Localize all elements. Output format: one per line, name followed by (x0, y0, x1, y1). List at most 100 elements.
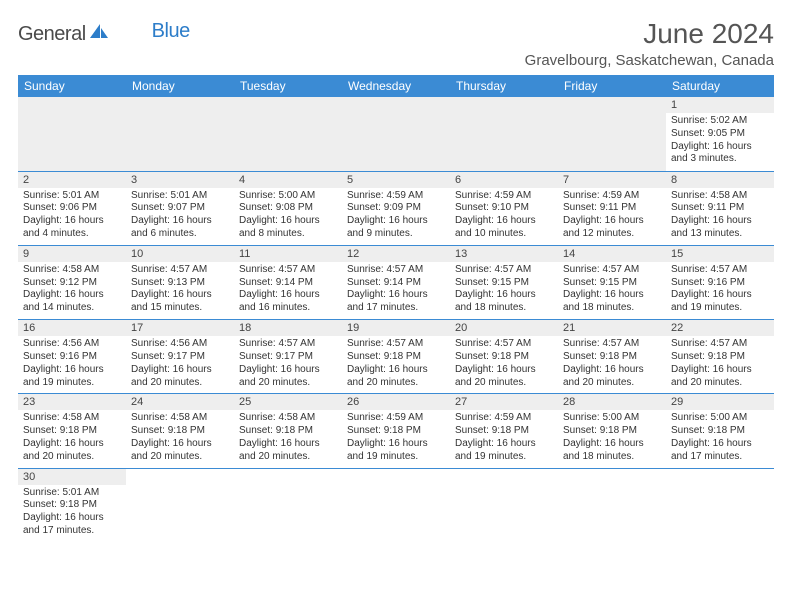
day-number: 11 (234, 246, 342, 262)
calendar-blank-cell (234, 97, 342, 171)
calendar-day-cell: 6Sunrise: 4:59 AMSunset: 9:10 PMDaylight… (450, 171, 558, 245)
calendar-week-row: 2Sunrise: 5:01 AMSunset: 9:06 PMDaylight… (18, 171, 774, 245)
calendar-week-row: 23Sunrise: 4:58 AMSunset: 9:18 PMDayligh… (18, 394, 774, 468)
calendar-day-cell: 9Sunrise: 4:58 AMSunset: 9:12 PMDaylight… (18, 245, 126, 319)
daylight-line1: Daylight: 16 hours (455, 215, 553, 228)
daylight-line2: and 19 minutes. (23, 377, 121, 390)
calendar-day-cell: 28Sunrise: 5:00 AMSunset: 9:18 PMDayligh… (558, 394, 666, 468)
sunset-text: Sunset: 9:13 PM (131, 277, 229, 290)
calendar-blank-cell (666, 468, 774, 542)
sunrise-text: Sunrise: 4:56 AM (131, 338, 229, 351)
calendar-blank-cell (342, 97, 450, 171)
daylight-line1: Daylight: 16 hours (239, 438, 337, 451)
daylight-line1: Daylight: 16 hours (563, 289, 661, 302)
daylight-line1: Daylight: 16 hours (239, 215, 337, 228)
sunset-text: Sunset: 9:18 PM (347, 425, 445, 438)
day-number: 13 (450, 246, 558, 262)
sunset-text: Sunset: 9:15 PM (563, 277, 661, 290)
day-number: 7 (558, 172, 666, 188)
day-header: Monday (126, 75, 234, 97)
sunrise-text: Sunrise: 4:58 AM (671, 190, 769, 203)
daylight-line1: Daylight: 16 hours (23, 512, 121, 525)
brand-logo: General Blue (18, 22, 190, 47)
calendar-day-cell: 24Sunrise: 4:58 AMSunset: 9:18 PMDayligh… (126, 394, 234, 468)
daylight-line1: Daylight: 16 hours (347, 215, 445, 228)
daylight-line2: and 9 minutes. (347, 228, 445, 241)
logo-text-general: General (18, 23, 86, 46)
calendar-blank-cell (342, 468, 450, 542)
sunrise-text: Sunrise: 4:57 AM (563, 264, 661, 277)
calendar-blank-cell (450, 97, 558, 171)
sunset-text: Sunset: 9:18 PM (347, 351, 445, 364)
sunset-text: Sunset: 9:05 PM (671, 128, 769, 141)
sunset-text: Sunset: 9:16 PM (23, 351, 121, 364)
sunset-text: Sunset: 9:18 PM (563, 425, 661, 438)
calendar-week-row: 9Sunrise: 4:58 AMSunset: 9:12 PMDaylight… (18, 245, 774, 319)
daylight-line2: and 17 minutes. (671, 451, 769, 464)
calendar-day-cell: 22Sunrise: 4:57 AMSunset: 9:18 PMDayligh… (666, 320, 774, 394)
calendar-day-cell: 4Sunrise: 5:00 AMSunset: 9:08 PMDaylight… (234, 171, 342, 245)
daylight-line2: and 14 minutes. (23, 302, 121, 315)
calendar-week-row: 1Sunrise: 5:02 AMSunset: 9:05 PMDaylight… (18, 97, 774, 171)
calendar-day-cell: 30Sunrise: 5:01 AMSunset: 9:18 PMDayligh… (18, 468, 126, 542)
calendar-day-cell: 3Sunrise: 5:01 AMSunset: 9:07 PMDaylight… (126, 171, 234, 245)
day-header: Tuesday (234, 75, 342, 97)
calendar-day-cell: 10Sunrise: 4:57 AMSunset: 9:13 PMDayligh… (126, 245, 234, 319)
calendar-day-cell: 18Sunrise: 4:57 AMSunset: 9:17 PMDayligh… (234, 320, 342, 394)
sunset-text: Sunset: 9:11 PM (563, 202, 661, 215)
daylight-line1: Daylight: 16 hours (671, 215, 769, 228)
daylight-line1: Daylight: 16 hours (131, 289, 229, 302)
calendar-blank-cell (126, 468, 234, 542)
calendar-day-cell: 7Sunrise: 4:59 AMSunset: 9:11 PMDaylight… (558, 171, 666, 245)
sunrise-text: Sunrise: 4:56 AM (23, 338, 121, 351)
day-header: Saturday (666, 75, 774, 97)
daylight-line1: Daylight: 16 hours (131, 215, 229, 228)
daylight-line2: and 20 minutes. (455, 377, 553, 390)
sunset-text: Sunset: 9:18 PM (131, 425, 229, 438)
calendar-day-cell: 26Sunrise: 4:59 AMSunset: 9:18 PMDayligh… (342, 394, 450, 468)
daylight-line1: Daylight: 16 hours (23, 289, 121, 302)
sunset-text: Sunset: 9:18 PM (239, 425, 337, 438)
calendar-blank-cell (450, 468, 558, 542)
day-number: 28 (558, 394, 666, 410)
day-number: 6 (450, 172, 558, 188)
daylight-line1: Daylight: 16 hours (239, 364, 337, 377)
daylight-line2: and 18 minutes. (455, 302, 553, 315)
sunset-text: Sunset: 9:16 PM (671, 277, 769, 290)
daylight-line1: Daylight: 16 hours (455, 438, 553, 451)
title-block: June 2024 Gravelbourg, Saskatchewan, Can… (525, 18, 774, 69)
daylight-line2: and 17 minutes. (23, 525, 121, 538)
sunrise-text: Sunrise: 4:58 AM (23, 412, 121, 425)
daylight-line2: and 10 minutes. (455, 228, 553, 241)
calendar-week-row: 30Sunrise: 5:01 AMSunset: 9:18 PMDayligh… (18, 468, 774, 542)
sunset-text: Sunset: 9:07 PM (131, 202, 229, 215)
daylight-line2: and 6 minutes. (131, 228, 229, 241)
location-text: Gravelbourg, Saskatchewan, Canada (525, 52, 774, 69)
sunset-text: Sunset: 9:12 PM (23, 277, 121, 290)
sunset-text: Sunset: 9:18 PM (671, 425, 769, 438)
sunrise-text: Sunrise: 5:01 AM (23, 487, 121, 500)
day-number: 23 (18, 394, 126, 410)
sunrise-text: Sunrise: 5:00 AM (563, 412, 661, 425)
daylight-line2: and 18 minutes. (563, 451, 661, 464)
day-number: 3 (126, 172, 234, 188)
sunrise-text: Sunrise: 5:00 AM (671, 412, 769, 425)
daylight-line2: and 20 minutes. (131, 377, 229, 390)
sunrise-text: Sunrise: 4:58 AM (23, 264, 121, 277)
day-number: 18 (234, 320, 342, 336)
calendar-day-cell: 12Sunrise: 4:57 AMSunset: 9:14 PMDayligh… (342, 245, 450, 319)
daylight-line1: Daylight: 16 hours (455, 364, 553, 377)
daylight-line1: Daylight: 16 hours (23, 438, 121, 451)
sunset-text: Sunset: 9:18 PM (23, 425, 121, 438)
day-header-row: Sunday Monday Tuesday Wednesday Thursday… (18, 75, 774, 97)
day-header: Sunday (18, 75, 126, 97)
calendar-day-cell: 11Sunrise: 4:57 AMSunset: 9:14 PMDayligh… (234, 245, 342, 319)
calendar-blank-cell (558, 97, 666, 171)
day-number: 1 (666, 97, 774, 113)
daylight-line2: and 20 minutes. (239, 451, 337, 464)
calendar-blank-cell (126, 97, 234, 171)
sunrise-text: Sunrise: 4:57 AM (239, 264, 337, 277)
calendar-day-cell: 8Sunrise: 4:58 AMSunset: 9:11 PMDaylight… (666, 171, 774, 245)
daylight-line2: and 20 minutes. (131, 451, 229, 464)
sunset-text: Sunset: 9:06 PM (23, 202, 121, 215)
